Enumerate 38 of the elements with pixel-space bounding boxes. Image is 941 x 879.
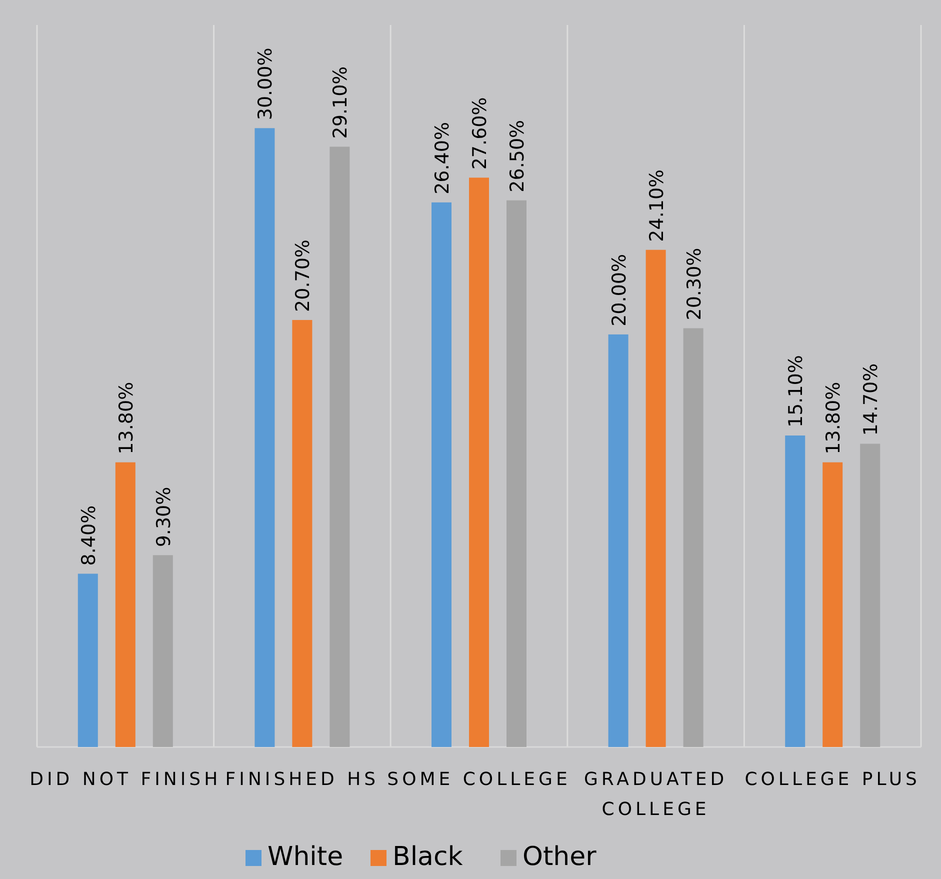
bar: [506, 200, 526, 747]
data-label: 20.00%: [608, 254, 630, 326]
bar: [822, 462, 843, 747]
bar: [785, 436, 806, 747]
x-tick-label: SOME COLLEGE: [387, 769, 571, 790]
legend-label: White: [268, 842, 344, 872]
bar: [608, 334, 628, 747]
x-tick-label: COLLEGE PLUS: [744, 769, 920, 790]
data-label: 27.60%: [469, 97, 491, 170]
bar: [292, 320, 312, 747]
data-label: 24.10%: [646, 169, 668, 242]
data-label: 26.50%: [506, 120, 528, 192]
bar: [152, 555, 173, 747]
bar: [330, 146, 350, 747]
data-label: 26.40%: [432, 122, 454, 194]
bar: [469, 178, 489, 747]
legend-label: Other: [522, 842, 597, 872]
data-label: 20.30%: [683, 248, 706, 320]
x-tick-label: GRADUATED COLLEGE: [584, 769, 728, 820]
data-label: 29.10%: [330, 66, 352, 139]
bar: [860, 444, 880, 747]
data-label: 9.30%: [152, 486, 175, 548]
legend-label: Black: [392, 842, 463, 872]
bar: [646, 250, 666, 747]
data-label: 15.10%: [785, 355, 808, 428]
data-label: 13.80%: [115, 382, 138, 454]
bar: [254, 128, 275, 747]
data-label: 13.80%: [822, 382, 845, 454]
data-label: 30.00%: [254, 48, 277, 120]
x-tick-label: FINISHED HS: [225, 769, 380, 790]
data-label: 14.70%: [860, 363, 882, 436]
bar: [78, 574, 98, 747]
data-label: 8.40%: [78, 505, 100, 566]
bar: [432, 202, 452, 747]
x-tick-label: DID NOT FINISH: [30, 769, 222, 790]
data-label: 20.70%: [292, 240, 314, 312]
bar: [683, 328, 704, 747]
bar: [115, 462, 136, 747]
